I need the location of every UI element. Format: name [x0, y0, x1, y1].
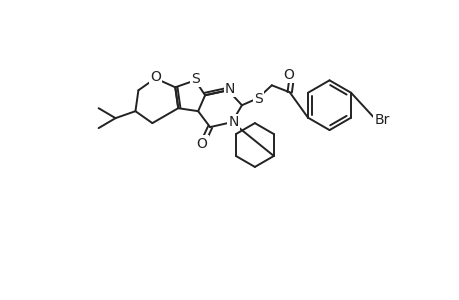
Text: O: O — [283, 68, 293, 82]
Text: N: N — [224, 82, 235, 96]
Text: Br: Br — [374, 113, 389, 127]
Text: O: O — [196, 136, 207, 151]
Text: S: S — [190, 72, 199, 86]
Text: S: S — [254, 92, 263, 106]
Text: O: O — [150, 70, 161, 84]
Text: N: N — [228, 115, 238, 129]
